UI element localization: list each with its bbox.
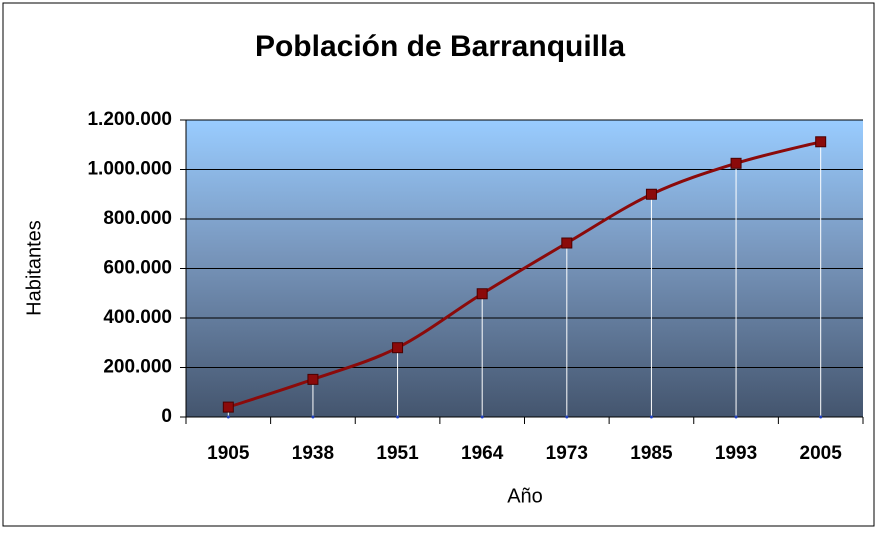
point-marker [645, 188, 657, 200]
y-tick-label: 600.000 [103, 258, 172, 279]
drop-line-foot [734, 415, 738, 419]
chart-title: Población de Barranquilla [255, 30, 625, 63]
drop-line-foot [480, 415, 484, 419]
y-axis-title: Habitantes [23, 220, 45, 316]
point-marker [392, 342, 404, 354]
y-tick-label: 1.200.000 [87, 109, 172, 130]
point-marker [815, 136, 827, 148]
y-tick-label: 400.000 [103, 307, 172, 328]
x-tick-label: 1985 [630, 443, 673, 464]
point-marker [730, 157, 742, 169]
drop-line-foot [226, 415, 230, 419]
x-tick-label: 1951 [376, 443, 419, 464]
y-tick-label: 200.000 [103, 357, 172, 378]
x-tick-label: 1993 [715, 443, 757, 464]
x-axis-title: Año [507, 485, 543, 507]
drop-line-foot [819, 415, 823, 419]
drop-line-foot [311, 415, 315, 419]
y-tick-label: 1.000.000 [87, 159, 172, 180]
drop-line-foot [565, 415, 569, 419]
x-tick-label: 2005 [800, 443, 843, 464]
series-line [227, 140, 822, 409]
drop-line-foot [396, 415, 400, 419]
drop-line-foot [649, 415, 653, 419]
x-tick-label: 1905 [207, 443, 250, 464]
point-marker [561, 237, 573, 249]
x-tick-label: 1938 [292, 443, 334, 464]
x-tick-label: 1973 [546, 443, 588, 464]
x-tick-label: 1964 [461, 443, 504, 464]
point-marker [476, 288, 488, 300]
y-tick-label: 0 [161, 406, 172, 427]
point-marker [307, 373, 319, 385]
point-marker [222, 401, 234, 413]
y-tick-label: 800.000 [103, 208, 172, 229]
